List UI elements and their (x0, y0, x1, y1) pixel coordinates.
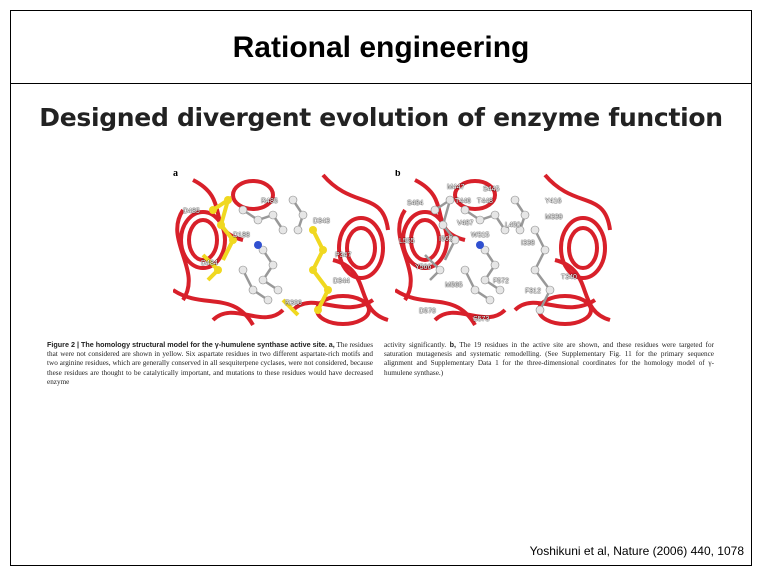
panel-a-label: a (173, 170, 178, 179)
residue-label: D343 (313, 218, 330, 225)
residue-label: Y566 (415, 264, 432, 271)
residue-label: Y416 (545, 198, 562, 205)
slide: Rational engineering Designed divergent … (10, 10, 752, 566)
residue-label: T446 (455, 198, 471, 205)
residue-label: M339 (545, 214, 563, 221)
residue-label: M565 (445, 282, 463, 289)
caption-heading: Figure 2 | The homology structural model… (47, 340, 327, 349)
caption-text: The 19 residues in the active site are s… (384, 341, 714, 377)
caption-panel-ref: a, (328, 340, 335, 349)
residue-label: S445 (483, 186, 500, 193)
residue-label: D484 (201, 260, 218, 267)
caption-panel-ref: b, (449, 340, 457, 349)
residue-label: V487 (457, 220, 474, 227)
residue-label: W315 (471, 232, 490, 239)
figure-panel-b: b M447 S484 T446 S445 Y416 T448 M339 L45… (395, 170, 613, 330)
residue-label: T340 (561, 274, 577, 281)
residue-label: M447 (447, 184, 465, 191)
caption-text: The residues that were not considered ar… (47, 341, 373, 386)
residue-label: L555 (399, 238, 415, 245)
residue-label: I338 (521, 240, 535, 247)
caption-text-start: activity significantly. (384, 341, 447, 349)
residue-label: S573 (473, 316, 490, 323)
residue-label: R485 (261, 198, 278, 205)
residue-label: T448 (477, 198, 493, 205)
figure: a R485 D485 D343 D188 D484 P347 D344 R30… (167, 170, 619, 330)
residue-label: S484 (407, 200, 424, 207)
residue-label: L450 (505, 222, 521, 229)
figure-caption-right: activity significantly. b, The 19 residu… (384, 340, 714, 378)
slide-subtitle: Designed divergent evolution of enzyme f… (39, 103, 723, 132)
figure-panel-a: a R485 D485 D343 D188 D484 P347 D344 R30… (173, 170, 391, 330)
residue-label: D485 (183, 208, 200, 215)
residue-label: D344 (333, 278, 350, 285)
citation: Yoshikuni et al, Nature (2006) 440, 1078 (529, 544, 744, 558)
residue-label: P347 (335, 252, 352, 259)
title-bar: Rational engineering (11, 11, 751, 84)
residue-label: F572 (493, 278, 509, 285)
slide-title: Rational engineering (232, 31, 530, 64)
residue-label: D570 (419, 308, 436, 315)
panel-b-label: b (395, 170, 401, 179)
residue-label: R306 (285, 300, 302, 307)
residue-label: D188 (233, 232, 250, 239)
protein-structure-a (173, 173, 390, 327)
figure-caption-left: Figure 2 | The homology structural model… (47, 340, 373, 387)
residue-label: F312 (525, 288, 541, 295)
protein-structure-b (395, 173, 612, 327)
residue-label: I562 (439, 236, 453, 243)
